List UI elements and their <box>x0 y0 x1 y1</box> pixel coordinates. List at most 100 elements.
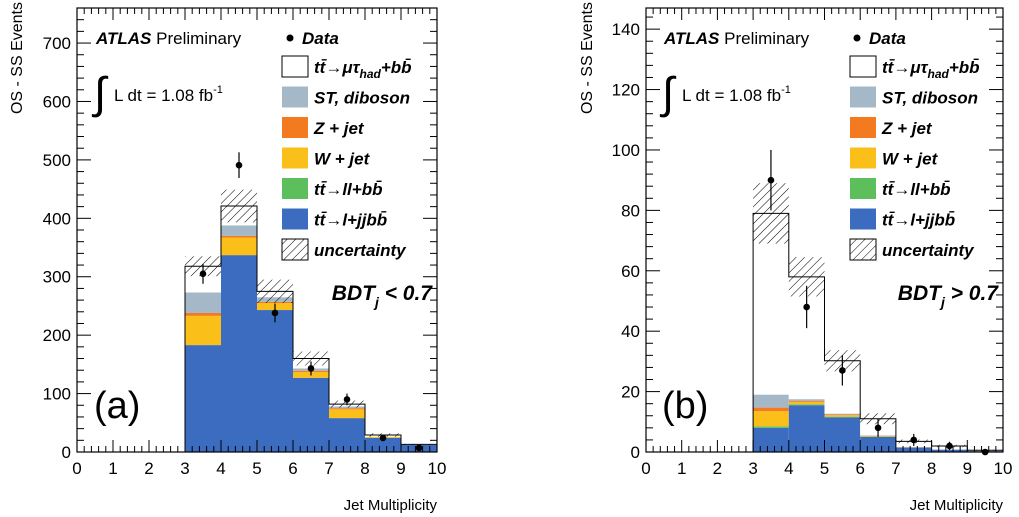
data-point <box>415 444 423 452</box>
data-point <box>271 309 279 317</box>
x-axis-label: Jet Multiplicity <box>344 497 438 514</box>
stack-bar <box>824 415 861 417</box>
legend-label: Z + jet <box>313 119 365 138</box>
stack-bar <box>221 225 257 236</box>
lumi-label: L dt = 1.08 fb-1 <box>682 84 791 105</box>
integral-sign: ∫ <box>91 69 109 118</box>
x-tick-label: 0 <box>641 459 650 478</box>
y-tick-label: 0 <box>62 443 71 462</box>
panel-label: (b) <box>662 385 708 427</box>
data-point <box>946 442 953 450</box>
stack-bar <box>257 310 293 452</box>
legend-data-label: Data <box>869 29 906 48</box>
legend-swatch <box>850 86 876 108</box>
stack-bar <box>293 377 329 452</box>
x-tick-label: 3 <box>748 459 757 478</box>
data-point <box>199 270 207 278</box>
x-tick-label: 3 <box>180 459 189 478</box>
data-point <box>343 396 351 403</box>
y-tick-label: 100 <box>43 385 71 404</box>
legend-swatch <box>850 147 876 169</box>
x-tick-label: 4 <box>784 459 793 478</box>
stack-bar <box>329 409 365 419</box>
data-point <box>803 303 810 311</box>
x-tick-label: 1 <box>108 459 117 478</box>
y-axis-label: OS - SS Events <box>579 2 596 114</box>
legend-label: W + jet <box>314 150 371 169</box>
legend-label: tt̄→ll+bb̄ <box>882 180 951 199</box>
legend-label: uncertainty <box>882 241 975 260</box>
legend-label: tt̄→ll+bb̄ <box>314 180 383 199</box>
legend-swatch <box>849 238 877 261</box>
legend-data-label: Data <box>302 29 339 48</box>
data-point <box>910 436 918 444</box>
legend-label: tt̄→l+jjbb̄ <box>882 211 955 230</box>
stack-bar <box>753 411 789 427</box>
x-tick-label: 9 <box>963 459 972 478</box>
y-tick-label: 0 <box>631 443 640 462</box>
x-tick-label: 8 <box>360 459 369 478</box>
data-point <box>379 434 387 442</box>
y-tick-label: 80 <box>621 201 640 220</box>
y-tick-label: 100 <box>612 141 640 160</box>
stack-bar <box>788 399 825 401</box>
legend-swatch <box>282 208 308 230</box>
stack-bar <box>753 213 789 395</box>
legend-label: W + jet <box>882 150 939 169</box>
stack-bar <box>329 418 365 452</box>
y-tick-label: 300 <box>43 268 71 287</box>
x-tick-label: 1 <box>677 459 686 478</box>
legend-label: ST, diboson <box>882 89 978 108</box>
lumi-label: L dt = 1.08 fb-1 <box>114 84 223 105</box>
x-tick-label: 2 <box>144 459 153 478</box>
atlas-header: ATLAS Preliminary <box>663 29 810 48</box>
y-tick-label: 120 <box>612 81 640 100</box>
stack-bar <box>753 407 789 412</box>
stack-bar <box>824 413 861 415</box>
y-tick-label: 60 <box>621 262 640 281</box>
stack-bar <box>753 394 789 408</box>
y-tick-label: 140 <box>612 20 640 39</box>
x-tick-label: 4 <box>216 459 225 478</box>
y-tick-label: 500 <box>43 151 71 170</box>
stack-bar <box>824 416 861 418</box>
stack-bar <box>753 427 789 452</box>
uncertainty-band <box>221 189 257 223</box>
x-tick-label: 6 <box>288 459 297 478</box>
stack-bar <box>753 426 789 428</box>
stack-bar <box>221 255 257 452</box>
stack-bar <box>788 404 825 406</box>
x-tick-label: 10 <box>994 459 1013 478</box>
legend-data-marker <box>286 34 294 42</box>
uncertainty-band <box>293 351 329 366</box>
y-tick-label: 700 <box>43 34 71 53</box>
stack-bar <box>185 315 221 346</box>
stack-bar <box>931 449 968 452</box>
x-tick-label: 7 <box>324 459 333 478</box>
legend-swatch <box>281 238 309 261</box>
uncertainty-band <box>257 279 293 304</box>
stack-bar <box>185 292 221 313</box>
data-point <box>839 367 846 374</box>
x-tick-label: 5 <box>252 459 261 478</box>
stack-bar <box>329 408 365 410</box>
legend-swatch <box>281 55 309 78</box>
legend-label: tt̄→μτhad+bb̄ <box>882 58 980 81</box>
legend-swatch <box>850 178 876 199</box>
stack-bar <box>895 447 932 452</box>
stack-bar <box>185 312 221 316</box>
stack-bar <box>860 436 896 452</box>
stack-bar <box>824 414 861 416</box>
x-tick-label: 10 <box>428 459 447 478</box>
legend-label: uncertainty <box>314 241 407 260</box>
x-tick-label: 0 <box>72 459 81 478</box>
data-point <box>235 161 243 169</box>
stack-bar <box>221 235 257 238</box>
legend-swatch <box>282 117 308 138</box>
legend-label: ST, diboson <box>314 89 410 108</box>
uncertainty-band <box>401 443 437 445</box>
stack-bar <box>788 400 825 402</box>
x-tick-label: 9 <box>396 459 405 478</box>
